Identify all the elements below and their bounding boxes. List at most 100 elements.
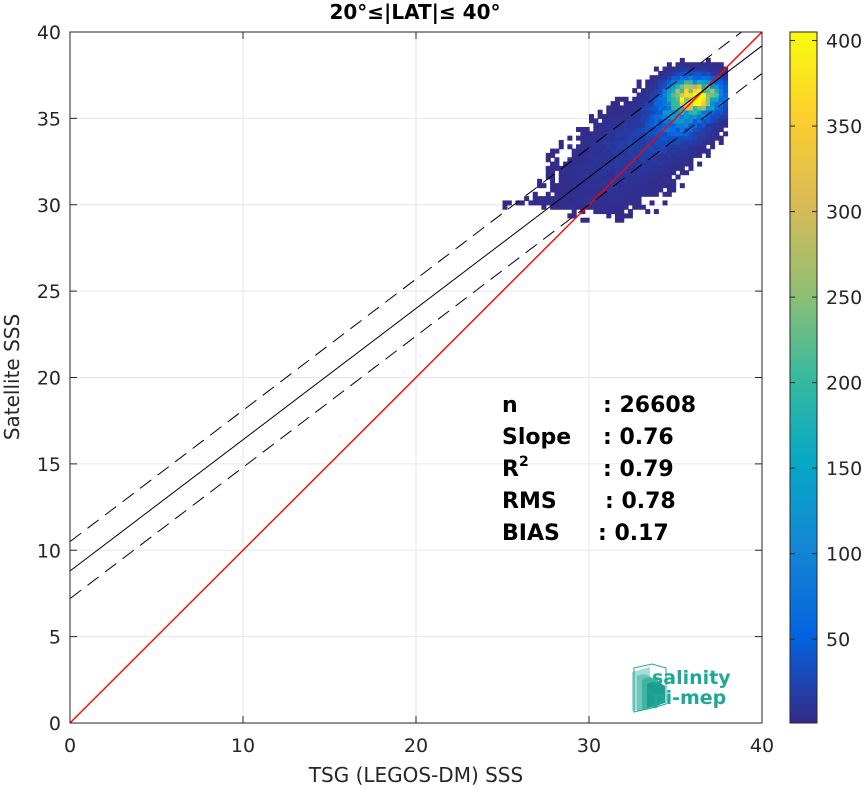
- heatmap-cell: [567, 204, 573, 210]
- heatmap-cell: [688, 152, 694, 158]
- heatmap-cell: [692, 83, 698, 89]
- fit-upper-bound-line: [70, 32, 743, 543]
- heatmap-cell: [679, 152, 685, 158]
- heatmap-cell: [697, 118, 703, 124]
- heatmap-cell: [675, 66, 681, 72]
- heatmap-cell: [645, 187, 651, 193]
- heatmap-cell: [614, 170, 620, 176]
- heatmap-cell: [601, 127, 607, 133]
- heatmap-cell: [537, 200, 543, 206]
- heatmap-cell: [627, 170, 633, 176]
- heatmap-cell: [671, 114, 677, 120]
- heatmap-cell: [597, 109, 603, 115]
- heatmap-cell: [710, 135, 716, 141]
- heatmap-cell: [675, 161, 681, 167]
- heatmap-cell: [653, 144, 659, 150]
- heatmap-cell: [601, 114, 607, 120]
- heatmap-cell: [636, 96, 642, 102]
- heatmap-cell: [658, 79, 664, 85]
- heatmap-cell: [675, 105, 681, 111]
- heatmap-cell: [671, 157, 677, 163]
- heatmap-cell: [649, 183, 655, 189]
- heatmap-cell: [606, 209, 612, 215]
- heatmap-cell: [623, 101, 629, 107]
- heatmap-cell: [584, 139, 590, 145]
- heatmap-cell: [714, 135, 720, 141]
- heatmap-cell: [550, 165, 556, 171]
- heatmap-cell: [627, 127, 633, 133]
- heatmap-cell: [632, 88, 638, 94]
- heatmap-cell: [701, 70, 707, 76]
- heatmap-cell: [697, 114, 703, 120]
- heatmap-cell: [589, 135, 594, 141]
- heatmap-cell: [589, 174, 594, 180]
- heatmap-cell: [593, 200, 599, 206]
- heatmap-cell: [580, 127, 586, 133]
- heatmap-cell: [679, 139, 685, 145]
- heatmap-cell: [666, 109, 672, 115]
- heatmap-cell: [714, 79, 720, 85]
- heatmap-cell: [623, 170, 629, 176]
- statistics-box: n: 26608 Slope: 0.76 R 2: 0.79 RMS: 0.78 BIAS…: [502, 393, 696, 546]
- heatmap-cell: [662, 174, 668, 180]
- heatmap-cell: [636, 161, 642, 167]
- heatmap-cell: [597, 204, 603, 210]
- heatmap-cell: [679, 148, 685, 154]
- heatmap-cell: [627, 135, 633, 141]
- heatmap-cell: [679, 127, 685, 133]
- heatmap-cell: [662, 66, 668, 72]
- heatmap-cell: [718, 92, 724, 98]
- heatmap-cell: [658, 152, 664, 158]
- heatmap-cell: [697, 152, 703, 158]
- heatmap-cell: [640, 96, 646, 102]
- heatmap-cell: [662, 139, 668, 145]
- heatmap-cell: [662, 122, 668, 128]
- heatmap-cell: [597, 196, 603, 202]
- heatmap-cell: [705, 101, 711, 107]
- heatmap-cell: [679, 83, 685, 89]
- heatmap-cell: [688, 109, 694, 115]
- heatmap-cell: [658, 170, 664, 176]
- heatmap-cell: [567, 178, 573, 184]
- heatmap-cell: [571, 152, 577, 158]
- heatmap-cell: [710, 109, 716, 115]
- heatmap-cell: [610, 161, 616, 167]
- heatmap-cell: [697, 148, 703, 154]
- heatmap-cell: [593, 187, 599, 193]
- heatmap-cell: [701, 62, 707, 68]
- heatmap-cell: [718, 79, 724, 85]
- heatmap-cell: [623, 196, 629, 202]
- heatmap-cell: [550, 187, 556, 193]
- heatmap-cell: [658, 92, 664, 98]
- heatmap-cell: [545, 170, 551, 176]
- heatmap-cell: [640, 191, 646, 197]
- heatmap-cell: [550, 204, 556, 210]
- heatmap-cell: [723, 83, 729, 89]
- heatmap-cell: [649, 178, 655, 184]
- heatmap-cell: [701, 131, 707, 137]
- heatmap-cell: [606, 114, 612, 120]
- heatmap-cell: [653, 114, 659, 120]
- logo-line1: salinity: [652, 667, 731, 689]
- heatmap-cell: [614, 131, 620, 137]
- heatmap-cell: [619, 200, 625, 206]
- heatmap-cell: [571, 165, 577, 171]
- heatmap-cell: [692, 62, 698, 68]
- heatmap-cell: [701, 101, 707, 107]
- heatmap-cell: [701, 66, 707, 72]
- heatmap-cell: [619, 157, 625, 163]
- heatmap-cell: [580, 131, 586, 137]
- heatmap-cell: [636, 92, 642, 98]
- heatmap-cell: [567, 165, 573, 171]
- heatmap-cell: [658, 161, 664, 167]
- heatmap-cell: [558, 183, 564, 189]
- heatmap-cell: [692, 88, 698, 94]
- heatmap-cell: [619, 187, 625, 193]
- heatmap-cell: [636, 114, 642, 120]
- heatmap-cell: [723, 131, 729, 137]
- heatmap-cell: [632, 191, 638, 197]
- heatmap-cell: [705, 109, 711, 115]
- heatmap-cell: [571, 170, 577, 176]
- heatmap-cell: [662, 135, 668, 141]
- heatmap-cell: [640, 139, 646, 145]
